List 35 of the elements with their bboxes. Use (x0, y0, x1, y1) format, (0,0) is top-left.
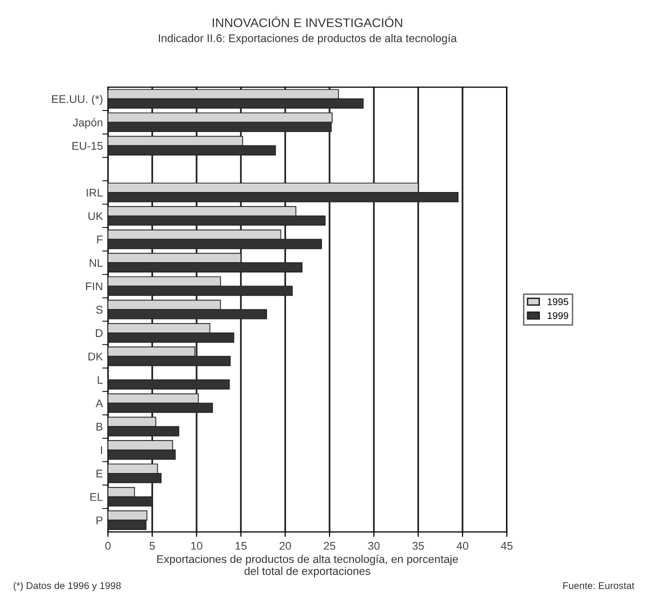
y-tick-label: FIN (86, 282, 102, 290)
x-tick-label: 35 (412, 542, 424, 550)
x-tick-label: 10 (191, 542, 202, 550)
x-tick-label: 5 (150, 542, 155, 550)
y-tick-label: P (96, 516, 102, 524)
x-tick-label: 15 (236, 542, 247, 550)
y-tick-label: NL (90, 259, 103, 267)
x-tick-label: 30 (368, 542, 380, 550)
chart-subtitle: Indicador II.6: Exportaciones de productos de alta tecnología (158, 34, 457, 44)
y-tick-label: DK (88, 352, 103, 360)
x-tick-label: 20 (280, 542, 291, 550)
y-tick-label: IRL (86, 188, 103, 197)
chart-title: INNOVACIÓN E INVESTIGACIÓN (212, 16, 402, 28)
x-tick-label: 45 (500, 542, 513, 550)
x-tick-label: 40 (456, 542, 468, 550)
x-tick-label: 0 (105, 542, 111, 550)
y-tick-label: EL (90, 493, 103, 501)
source-note: Fuente: Eurostat (563, 582, 634, 590)
y-tick-label: S (96, 306, 103, 314)
y-tick-label: I (100, 446, 102, 454)
y-tick-label: Japón (72, 118, 102, 129)
legend-label: 1999 (548, 312, 568, 320)
y-tick-label: EE.UU. (*) (52, 94, 102, 106)
legend-label: 1995 (548, 298, 568, 306)
y-tick-label: EU-15 (72, 142, 103, 150)
x-axis-title: Exportaciones de productos de alta tecnología, en porcentaje del total de exportaciones (157, 554, 458, 578)
y-tick-label: E (96, 470, 103, 478)
y-tick-label: F (97, 236, 103, 244)
y-tick-label: L (98, 376, 103, 384)
y-tick-label: A (96, 400, 104, 408)
text: (*) Datos de 1996 y 1998 (14, 582, 121, 591)
y-tick-label: B (96, 422, 102, 431)
y-tick-label: UK (88, 212, 103, 220)
x-tick-label: 25 (324, 542, 336, 550)
y-tick-label: D (96, 329, 103, 337)
